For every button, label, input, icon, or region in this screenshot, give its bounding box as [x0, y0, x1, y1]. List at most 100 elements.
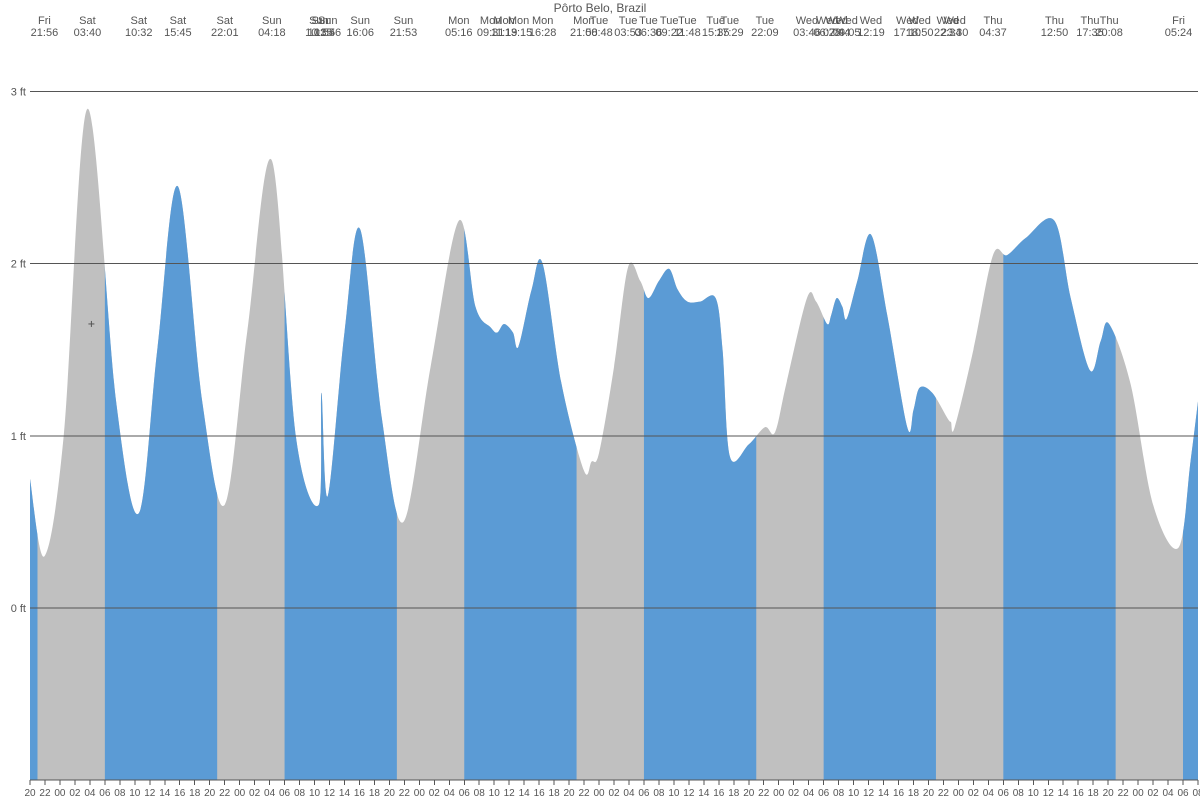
top-time-label: 10:32	[125, 27, 153, 39]
x-tick-label: 04	[803, 788, 815, 799]
top-day-label: Tue	[619, 15, 638, 27]
top-day-label: Sun	[394, 15, 414, 27]
top-time-label: 17:29	[716, 27, 744, 39]
top-time-label: 03:40	[74, 27, 102, 39]
x-tick-label: 08	[653, 788, 665, 799]
y-tick-label: 2 ft	[11, 259, 26, 271]
top-time-label: 16:28	[529, 27, 557, 39]
x-tick-label: 22	[578, 788, 590, 799]
x-tick-label: 00	[1133, 788, 1145, 799]
top-day-label: Thu	[984, 15, 1003, 27]
x-tick-label: 02	[429, 788, 441, 799]
x-tick-label: 22	[399, 788, 411, 799]
x-tick-label: 22	[938, 788, 950, 799]
x-tick-label: 04	[84, 788, 96, 799]
x-tick-label: 18	[549, 788, 561, 799]
top-day-label: Sat	[131, 15, 148, 27]
top-day-label: Tue	[756, 15, 775, 27]
x-tick-label: 08	[1192, 788, 1200, 799]
x-tick-label: 06	[99, 788, 111, 799]
top-day-label: Thu	[1045, 15, 1064, 27]
x-tick-label: 20	[743, 788, 755, 799]
x-tick-label: 14	[878, 788, 890, 799]
x-tick-label: 12	[683, 788, 695, 799]
x-tick-label: 04	[264, 788, 276, 799]
x-tick-label: 10	[1028, 788, 1040, 799]
x-tick-label: 00	[953, 788, 965, 799]
x-tick-label: 20	[923, 788, 935, 799]
x-tick-label: 18	[369, 788, 381, 799]
x-tick-label: 16	[1073, 788, 1085, 799]
x-tick-label: 16	[893, 788, 905, 799]
x-tick-label: 02	[1148, 788, 1160, 799]
y-tick-label: 1 ft	[11, 431, 26, 443]
top-time-label: 22:09	[751, 27, 779, 39]
x-tick-label: 12	[504, 788, 516, 799]
top-day-label: Mon	[532, 15, 553, 27]
x-tick-label: 18	[728, 788, 740, 799]
x-tick-label: 10	[668, 788, 680, 799]
x-tick-label: 10	[848, 788, 860, 799]
chart-title: Pôrto Belo, Brazil	[554, 1, 647, 15]
top-time-label: 21:53	[390, 27, 418, 39]
x-tick-label: 16	[174, 788, 186, 799]
top-time-label: 18:50	[906, 27, 934, 39]
top-time-label: 21:56	[31, 27, 59, 39]
x-tick-label: 12	[863, 788, 875, 799]
top-day-label: Sun	[350, 15, 370, 27]
tide-chart: 0 ft1 ft2 ft3 ftPôrto Belo, BrazilFri21:…	[0, 0, 1200, 800]
x-tick-label: 06	[818, 788, 830, 799]
top-time-label: 11:46	[314, 27, 341, 39]
x-tick-label: 14	[339, 788, 351, 799]
x-tick-label: 20	[1103, 788, 1115, 799]
x-tick-label: 14	[159, 788, 171, 799]
x-tick-label: 16	[534, 788, 546, 799]
x-tick-label: 02	[788, 788, 800, 799]
x-tick-label: 00	[773, 788, 785, 799]
x-tick-label: 04	[623, 788, 635, 799]
top-day-label: Thu	[1100, 15, 1119, 27]
x-tick-label: 06	[638, 788, 650, 799]
top-day-label: Fri	[1172, 15, 1185, 27]
top-day-label: Tue	[721, 15, 740, 27]
x-tick-label: 08	[1013, 788, 1025, 799]
top-day-label: Fri	[38, 15, 51, 27]
top-day-label: Wed	[860, 15, 882, 27]
x-tick-label: 22	[39, 788, 51, 799]
x-tick-label: 22	[1118, 788, 1130, 799]
x-tick-label: 06	[998, 788, 1010, 799]
x-tick-label: 20	[564, 788, 576, 799]
x-tick-label: 22	[758, 788, 770, 799]
top-day-label: Sat	[79, 15, 96, 27]
top-day-label: Tue	[660, 15, 679, 27]
x-tick-label: 02	[968, 788, 980, 799]
top-day-label: Sat	[170, 15, 187, 27]
x-tick-label: 00	[593, 788, 605, 799]
top-time-label: 04:37	[979, 27, 1007, 39]
x-tick-label: 18	[1088, 788, 1100, 799]
x-tick-label: 08	[294, 788, 306, 799]
x-tick-label: 04	[983, 788, 995, 799]
x-tick-label: 20	[24, 788, 36, 799]
top-time-label: 11:48	[674, 27, 701, 39]
top-time-label: 22:01	[211, 27, 239, 39]
x-tick-label: 08	[114, 788, 126, 799]
top-day-label: Tue	[639, 15, 658, 27]
y-tick-label: 0 ft	[11, 603, 26, 615]
x-tick-label: 18	[908, 788, 920, 799]
top-day-label: Thu	[1081, 15, 1100, 27]
x-tick-label: 00	[54, 788, 66, 799]
top-time-label: 12:19	[857, 27, 885, 39]
x-tick-label: 14	[698, 788, 710, 799]
x-tick-label: 06	[1177, 788, 1189, 799]
x-tick-label: 02	[608, 788, 620, 799]
x-tick-label: 06	[279, 788, 291, 799]
x-tick-label: 04	[1162, 788, 1174, 799]
top-day-label: Tue	[678, 15, 697, 27]
x-tick-label: 02	[69, 788, 81, 799]
x-tick-label: 06	[459, 788, 471, 799]
x-tick-label: 02	[249, 788, 261, 799]
top-time-label: 15:45	[164, 27, 192, 39]
x-tick-label: 16	[713, 788, 725, 799]
y-tick-label: 3 ft	[11, 87, 26, 99]
